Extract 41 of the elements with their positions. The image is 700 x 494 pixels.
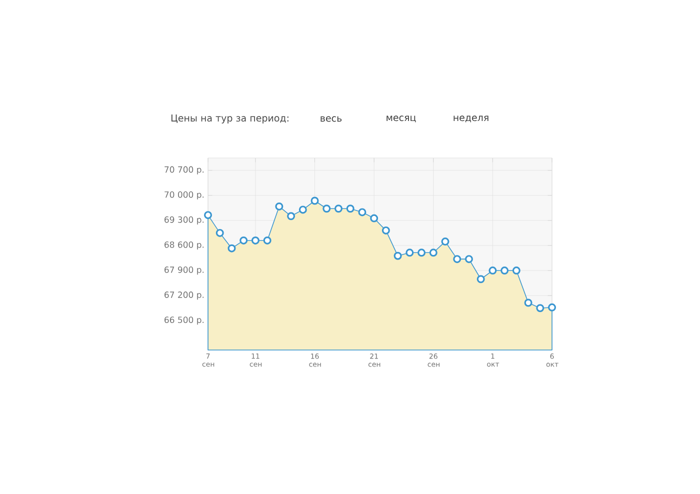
point [263, 236, 272, 244]
y-tick-label: 67 900 р. [164, 266, 204, 275]
point [298, 206, 307, 214]
point [370, 214, 378, 222]
point [346, 204, 354, 213]
point [204, 211, 212, 220]
point [464, 255, 473, 264]
point [500, 266, 509, 275]
text: весь [320, 116, 342, 122]
point [429, 248, 438, 257]
text: неделя [454, 116, 488, 122]
point [275, 202, 284, 210]
point [322, 204, 331, 213]
point [524, 298, 532, 307]
y-tick-label: 66 500 р. [164, 316, 204, 325]
y-tick-label: 70 700 р. [164, 166, 204, 174]
point [310, 196, 319, 205]
point [394, 252, 402, 260]
y-tick-label: 69 300 р. [164, 216, 204, 224]
point [406, 248, 414, 257]
point [358, 208, 366, 216]
point [441, 238, 450, 246]
point [382, 226, 390, 234]
point [418, 248, 426, 257]
point [228, 244, 236, 252]
point [548, 303, 556, 312]
point [251, 236, 260, 244]
y-tick-label: 68 600 р. [164, 241, 204, 250]
point [453, 255, 462, 264]
point [476, 275, 485, 284]
y-tick-label: 70 000 р. [164, 191, 204, 200]
point [488, 266, 497, 275]
chart-title: Цены на тур за период: [171, 114, 288, 124]
point [216, 228, 224, 237]
point [240, 236, 248, 244]
point [536, 304, 544, 312]
point [512, 266, 520, 275]
point [287, 212, 296, 220]
y-tick-label: 67 200 р. [164, 292, 204, 300]
point [334, 204, 342, 213]
text: месяц [386, 116, 416, 122]
